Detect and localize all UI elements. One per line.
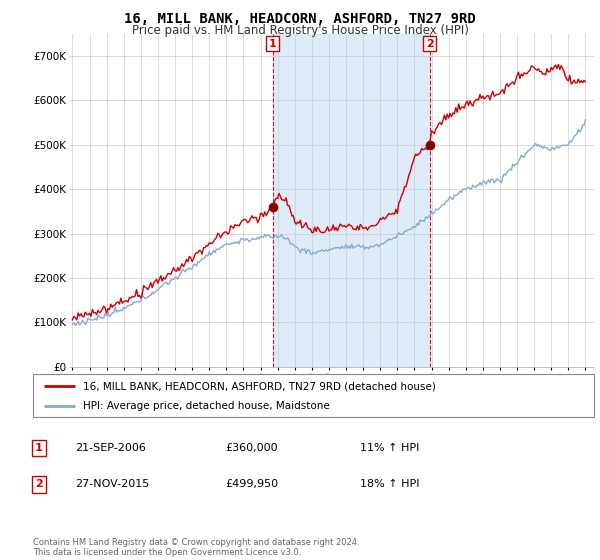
Bar bbox=[273, 34, 430, 367]
Text: Contains HM Land Registry data © Crown copyright and database right 2024.
This d: Contains HM Land Registry data © Crown c… bbox=[33, 538, 359, 557]
Text: 2: 2 bbox=[35, 479, 43, 489]
Text: 27-NOV-2015: 27-NOV-2015 bbox=[75, 479, 149, 489]
Text: Price paid vs. HM Land Registry's House Price Index (HPI): Price paid vs. HM Land Registry's House … bbox=[131, 24, 469, 37]
Text: 2: 2 bbox=[426, 39, 434, 49]
Text: 16, MILL BANK, HEADCORN, ASHFORD, TN27 9RD: 16, MILL BANK, HEADCORN, ASHFORD, TN27 9… bbox=[124, 12, 476, 26]
Text: £499,950: £499,950 bbox=[225, 479, 278, 489]
Text: HPI: Average price, detached house, Maidstone: HPI: Average price, detached house, Maid… bbox=[83, 402, 330, 412]
Text: 18% ↑ HPI: 18% ↑ HPI bbox=[360, 479, 419, 489]
Point bbox=[268, 202, 278, 211]
Text: 11% ↑ HPI: 11% ↑ HPI bbox=[360, 443, 419, 453]
Text: 21-SEP-2006: 21-SEP-2006 bbox=[75, 443, 146, 453]
Point bbox=[425, 140, 434, 149]
Text: 1: 1 bbox=[269, 39, 277, 49]
Text: 16, MILL BANK, HEADCORN, ASHFORD, TN27 9RD (detached house): 16, MILL BANK, HEADCORN, ASHFORD, TN27 9… bbox=[83, 381, 436, 391]
Text: 1: 1 bbox=[35, 443, 43, 453]
Text: £360,000: £360,000 bbox=[225, 443, 278, 453]
